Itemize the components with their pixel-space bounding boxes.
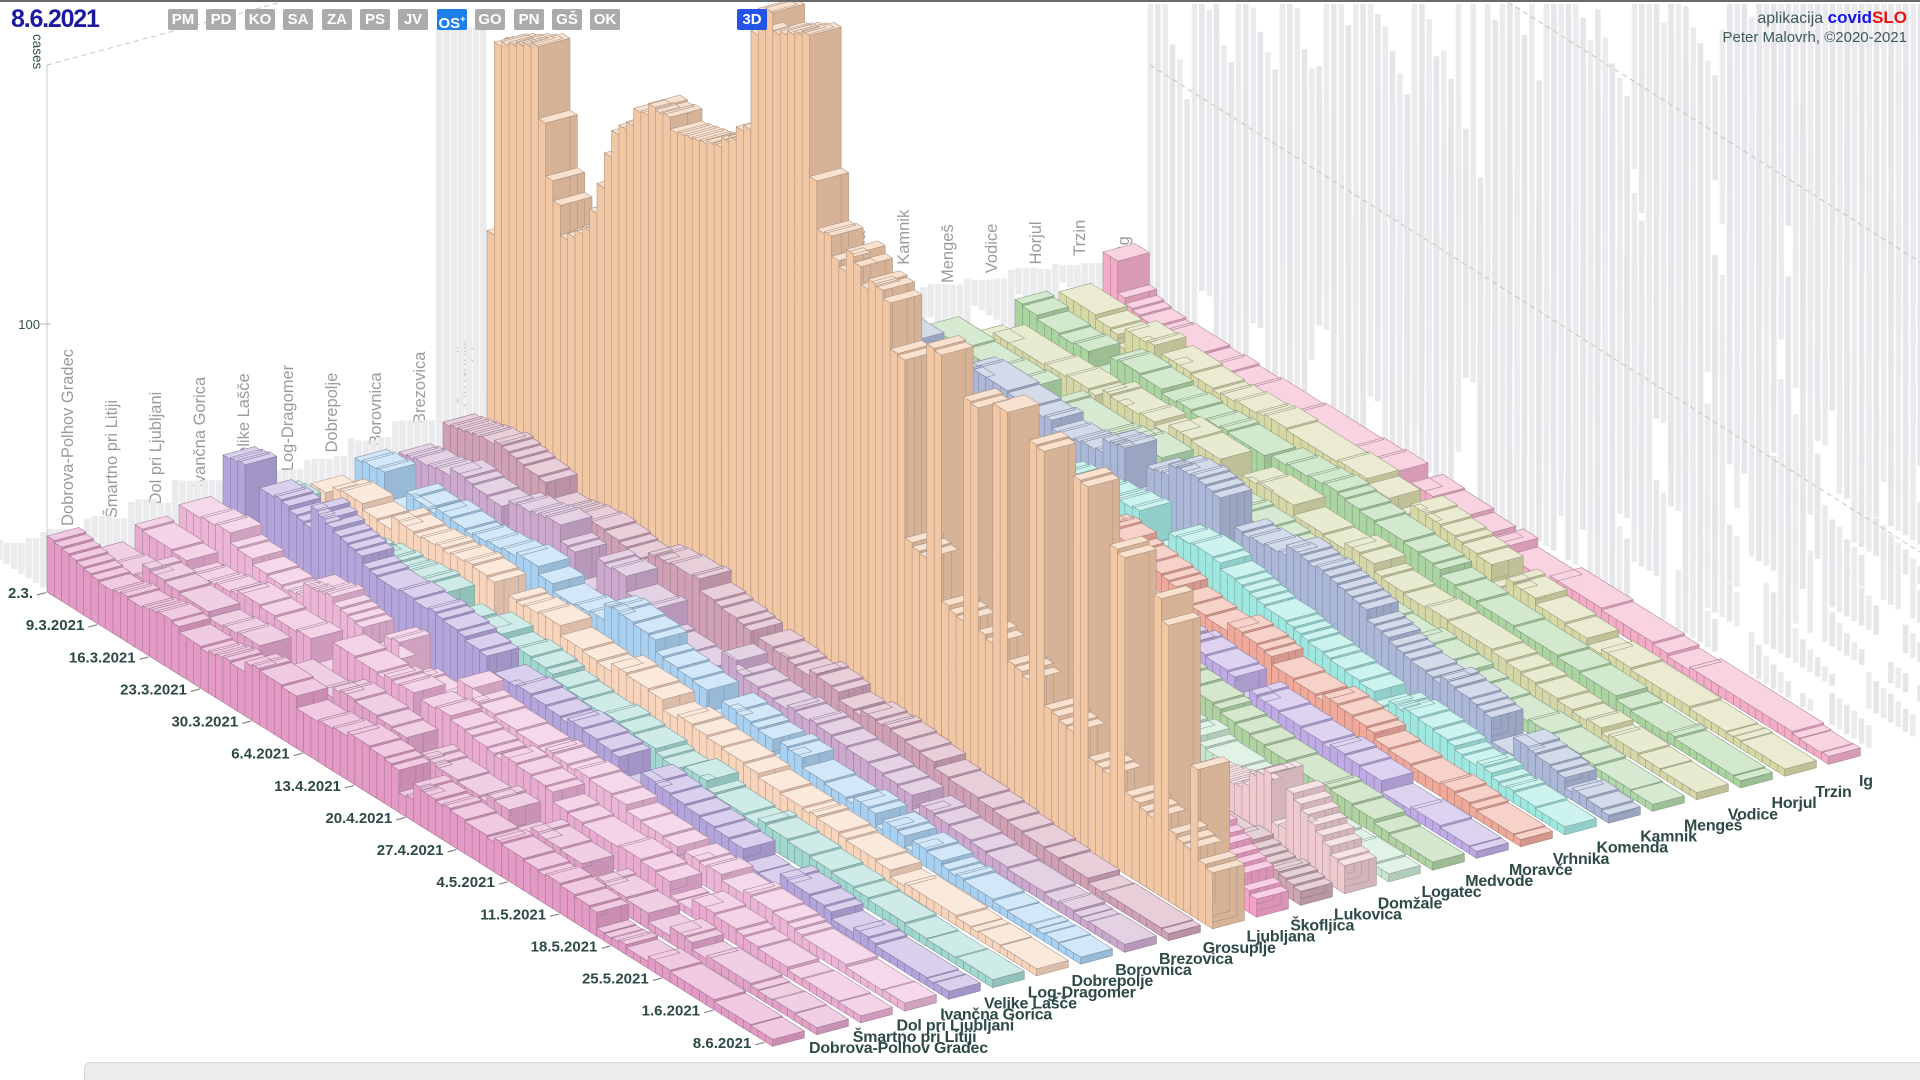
svg-text:Brezovica: Brezovica xyxy=(411,351,429,424)
svg-text:6.4.2021: 6.4.2021 xyxy=(231,746,289,763)
svg-text:Ig: Ig xyxy=(1859,773,1873,790)
svg-text:18.5.2021: 18.5.2021 xyxy=(531,938,598,955)
svg-text:Dobrepolje: Dobrepolje xyxy=(323,373,341,453)
svg-text:Trzin: Trzin xyxy=(1815,784,1851,801)
svg-text:2.3.: 2.3. xyxy=(8,585,33,602)
svg-text:20.4.2021: 20.4.2021 xyxy=(325,810,392,827)
svg-text:Borovnica: Borovnica xyxy=(1115,962,1192,979)
svg-text:27.4.2021: 27.4.2021 xyxy=(377,842,444,859)
svg-text:Domžale: Domžale xyxy=(1378,895,1443,912)
svg-text:Logatec: Logatec xyxy=(1422,884,1482,901)
svg-text:Dol pri Ljubljani: Dol pri Ljubljani xyxy=(147,392,165,505)
svg-text:4.5.2021: 4.5.2021 xyxy=(436,874,494,891)
svg-text:Dobrova-Polhov Gradec: Dobrova-Polhov Gradec xyxy=(809,1040,988,1057)
svg-text:Borovnica: Borovnica xyxy=(367,372,385,446)
svg-text:Brezovica: Brezovica xyxy=(1159,951,1233,968)
svg-text:Ivančna Gorica: Ivančna Gorica xyxy=(940,1007,1052,1024)
svg-text:16.3.2021: 16.3.2021 xyxy=(69,649,136,666)
svg-text:9.3.2021: 9.3.2021 xyxy=(26,617,84,634)
svg-text:Trzin: Trzin xyxy=(1071,220,1089,256)
svg-text:Škofljica: Škofljica xyxy=(1290,916,1354,935)
svg-text:Log-Dragomer: Log-Dragomer xyxy=(1028,984,1136,1001)
svg-text:Log-Dragomer: Log-Dragomer xyxy=(279,364,297,471)
svg-text:Komenda: Komenda xyxy=(1597,840,1669,857)
svg-text:Ivančna Gorica: Ivančna Gorica xyxy=(191,376,209,488)
svg-text:Lukovica: Lukovica xyxy=(1334,906,1402,923)
svg-text:30.3.2021: 30.3.2021 xyxy=(171,714,238,731)
svg-text:Šmartno pri Litiji: Šmartno pri Litiji xyxy=(102,400,121,518)
svg-text:Mengeš: Mengeš xyxy=(939,224,957,283)
svg-text:Dobrova-Polhov Gradec: Dobrova-Polhov Gradec xyxy=(59,349,77,526)
svg-text:Kamnik: Kamnik xyxy=(895,209,913,265)
svg-text:11.5.2021: 11.5.2021 xyxy=(480,906,546,923)
svg-text:Horjul: Horjul xyxy=(1027,221,1045,264)
svg-text:Vodice: Vodice xyxy=(1728,806,1778,823)
svg-text:Velike Lašče: Velike Lašče xyxy=(235,373,253,466)
svg-text:13.4.2021: 13.4.2021 xyxy=(274,778,341,795)
svg-text:25.5.2021: 25.5.2021 xyxy=(582,971,649,988)
svg-text:Horjul: Horjul xyxy=(1772,795,1817,812)
svg-text:Šmartno pri Litiji: Šmartno pri Litiji xyxy=(853,1027,977,1046)
svg-text:23.3.2021: 23.3.2021 xyxy=(120,681,187,698)
svg-text:8.6.2021: 8.6.2021 xyxy=(693,1035,751,1052)
svg-text:Kamnik: Kamnik xyxy=(1640,829,1697,846)
svg-text:Moravče: Moravče xyxy=(1509,862,1573,879)
svg-text:Vodice: Vodice xyxy=(983,224,1001,274)
svg-text:Mengeš: Mengeš xyxy=(1684,817,1743,834)
svg-text:Medvode: Medvode xyxy=(1465,873,1533,890)
svg-text:Ljubljana: Ljubljana xyxy=(1247,929,1316,946)
svg-text:Grosuplje: Grosuplje xyxy=(1203,940,1276,957)
svg-text:1.6.2021: 1.6.2021 xyxy=(642,1003,700,1020)
svg-text:Dobrepolje: Dobrepolje xyxy=(1072,973,1154,990)
svg-text:Velike Lašče: Velike Lašče xyxy=(984,996,1077,1013)
svg-text:Dol pri Ljubljani: Dol pri Ljubljani xyxy=(897,1018,1014,1035)
svg-text:Vrhnika: Vrhnika xyxy=(1553,851,1610,868)
